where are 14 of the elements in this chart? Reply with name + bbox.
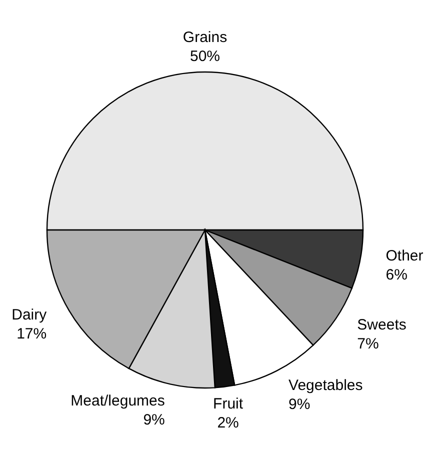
slice-label: Fruit <box>213 396 244 413</box>
data-label: 9% <box>143 412 165 429</box>
slice-label: Grains <box>182 29 228 46</box>
slice-label: Other <box>386 247 424 264</box>
data-label: 17% <box>16 326 47 343</box>
slice-label: Meat/legumes <box>70 392 165 410</box>
data-label: 9% <box>288 396 310 413</box>
data-label: 6% <box>386 266 408 284</box>
data-label: 50% <box>190 48 220 65</box>
data-label: 2% <box>217 414 239 432</box>
slice-label: Vegetables <box>288 376 363 394</box>
data-label: 7% <box>357 335 379 352</box>
slice-label: Sweets <box>357 316 406 334</box>
slice-label: Dairy <box>12 306 48 324</box>
